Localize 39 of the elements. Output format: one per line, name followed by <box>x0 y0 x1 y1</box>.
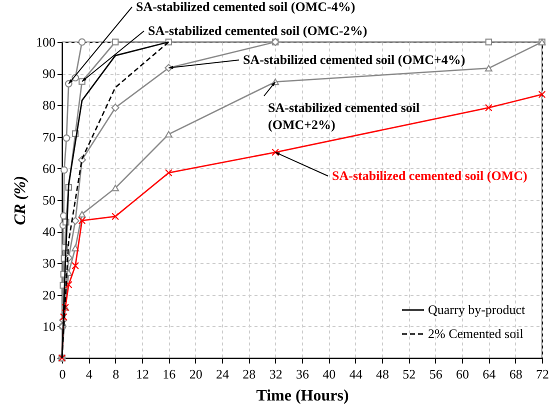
y-axis-title: CR (%) <box>12 176 29 226</box>
text: SA-stabilized cemented soil (OMC) <box>332 168 528 183</box>
x-tick-label: 72 <box>536 366 549 382</box>
x-tick-label: 44 <box>349 366 363 382</box>
y-tick-label: 80 <box>42 98 56 113</box>
y-tick-label: 40 <box>42 224 56 240</box>
x-tick-label: 64 <box>482 366 496 382</box>
y-tick-label: 50 <box>42 192 56 208</box>
series-label: SA-stabilized cemented soil (OMC+4%) <box>243 52 466 67</box>
x-tick-label: 28 <box>242 366 256 382</box>
x-tick-label: 40 <box>322 366 336 382</box>
x-tick-label: 0 <box>59 366 66 382</box>
y-tick-label: 30 <box>42 256 56 271</box>
x-tick-label: 56 <box>429 366 443 382</box>
legend-label: 2% Cemented soil <box>428 326 524 341</box>
series-label: SA-stabilized cemented soil (OMC-2%) <box>148 23 368 38</box>
series-label: SA-stabilized cemented soil (OMC+2%) <box>268 100 420 132</box>
x-tick-label: 52 <box>402 366 416 382</box>
x-tick-label: 36 <box>296 366 310 382</box>
x-tick-label: 32 <box>269 366 282 382</box>
x-tick-label: 60 <box>456 366 469 382</box>
x-tick-label: 4 <box>86 366 93 382</box>
y-tick-label: 20 <box>42 287 56 302</box>
y-tick-label: 100 <box>36 34 56 50</box>
x-tick-label: 68 <box>509 366 522 382</box>
y-tick-label: 0 <box>49 350 56 366</box>
text: SA-stabilized cemented soil (OMC-4%) <box>136 0 356 14</box>
x-tick-label: 48 <box>376 366 389 382</box>
y-tick-label: 90 <box>42 66 56 82</box>
x-tick-label: 20 <box>189 366 202 382</box>
x-tick-label: 12 <box>136 366 149 382</box>
x-axis-title: Time (Hours) <box>256 388 349 404</box>
y-tick-label: 60 <box>42 160 56 176</box>
y-tick-label: 10 <box>42 318 56 334</box>
legend-label: Quarry by-product <box>428 302 526 317</box>
x-tick-label: 8 <box>112 366 120 382</box>
x-tick-label: 16 <box>162 366 176 382</box>
x-tick-label: 24 <box>216 366 230 382</box>
y-tick-label: 70 <box>42 129 56 144</box>
